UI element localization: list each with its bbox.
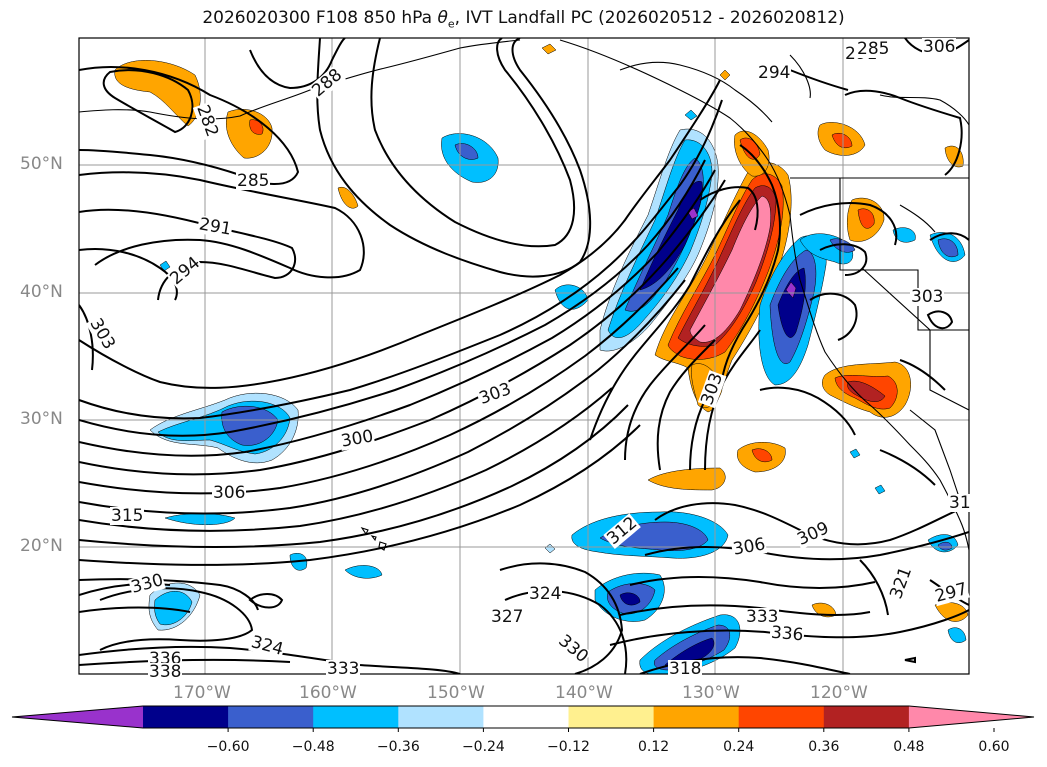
lon-tick-label: 160°W bbox=[299, 683, 357, 703]
contour-label: 338 bbox=[148, 662, 183, 682]
colorbar-segment bbox=[823, 706, 910, 728]
colorbar-extend-low bbox=[12, 706, 143, 728]
contour-label: 315 bbox=[110, 506, 145, 526]
colorbar bbox=[11, 705, 1035, 732]
contour-label: 333 bbox=[326, 659, 361, 679]
colorbar-tick-label: 0.12 bbox=[638, 739, 670, 755]
contour-label: 31 bbox=[948, 493, 972, 513]
shaded-anomaly-layer bbox=[114, 43, 969, 674]
contour-label: 285 bbox=[236, 171, 271, 191]
contour-label: 285 bbox=[856, 39, 891, 59]
map-frame bbox=[78, 37, 970, 675]
colorbar-tick-label: −0.48 bbox=[291, 739, 335, 755]
contour-label: 327 bbox=[490, 607, 525, 627]
lat-tick-label: 30°N bbox=[20, 409, 63, 429]
colorbar-outline bbox=[11, 705, 1035, 729]
colorbar-segment bbox=[738, 706, 825, 728]
colorbar-tick-label: −0.24 bbox=[461, 739, 505, 755]
lat-tick-label: 40°N bbox=[20, 282, 63, 302]
contour-label: 336 bbox=[769, 622, 806, 646]
figure-title: 2026020300 F108 850 hPa θe, IVT Landfall… bbox=[202, 8, 845, 31]
colorbar-tick-label: 0.60 bbox=[978, 739, 1010, 755]
lon-tick-label: 120°W bbox=[810, 683, 868, 703]
colorbar-segment bbox=[143, 706, 229, 728]
theta-e-contours bbox=[79, 38, 969, 674]
colorbar-segment bbox=[483, 706, 569, 728]
colorbar-tick-label: −0.60 bbox=[206, 739, 250, 755]
colorbar-tick-label: −0.12 bbox=[547, 739, 590, 755]
lon-tick-label: 140°W bbox=[555, 683, 613, 703]
colorbar-segment bbox=[398, 706, 484, 728]
colorbar-tick-label: 0.36 bbox=[808, 739, 840, 755]
contour-label: 294 bbox=[757, 63, 792, 83]
contour-label: 303 bbox=[910, 287, 945, 307]
colorbar-tick-label: 0.24 bbox=[723, 739, 755, 755]
colorbar-segment bbox=[228, 706, 314, 728]
colorbar-tick-label: −0.36 bbox=[376, 739, 420, 755]
contour-label: 306 bbox=[922, 37, 957, 57]
contour-label: 306 bbox=[212, 483, 247, 503]
contour-label: 324 bbox=[528, 584, 563, 604]
colorbar-extend-high bbox=[908, 706, 1034, 728]
lat-tick-label: 20°N bbox=[20, 536, 63, 556]
contour-label: 333 bbox=[745, 607, 780, 627]
colorbar-segment bbox=[568, 706, 655, 728]
colorbar-segment bbox=[313, 706, 399, 728]
contour-label: 318 bbox=[668, 659, 703, 679]
lon-tick-label: 150°W bbox=[427, 683, 485, 703]
lat-tick-label: 50°N bbox=[20, 154, 63, 174]
lon-tick-label: 170°W bbox=[173, 683, 231, 703]
lon-tick-label: 130°W bbox=[682, 683, 740, 703]
colorbar-tick-label: 0.48 bbox=[893, 739, 925, 755]
colorbar-segment bbox=[653, 706, 740, 728]
